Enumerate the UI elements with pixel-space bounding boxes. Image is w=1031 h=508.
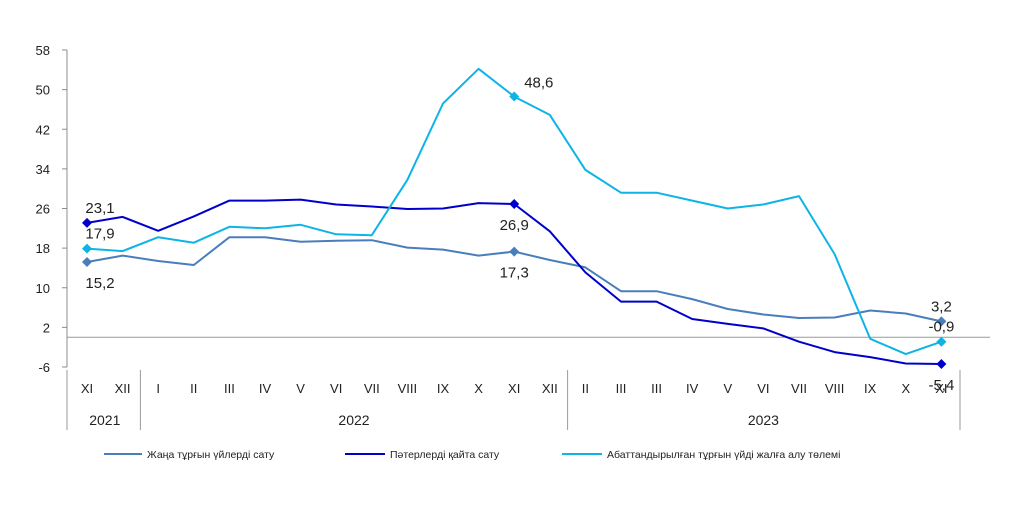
x-tick-label: II xyxy=(582,381,589,396)
x-tick-label: VII xyxy=(791,381,807,396)
y-tick-label: -6 xyxy=(38,360,50,375)
data-label: 15,2 xyxy=(85,275,114,292)
data-point-marker xyxy=(82,256,92,267)
x-tick-label: IX xyxy=(864,381,877,396)
legend-label-3: Абаттандырылған тұрғын үйді жалға алу тө… xyxy=(607,449,840,461)
y-tick-label: 26 xyxy=(36,202,50,217)
x-tick-label: V xyxy=(723,381,732,396)
y-tick-label: 42 xyxy=(36,122,50,137)
y-tick-label: 18 xyxy=(36,241,50,256)
data-label: -0,9 xyxy=(928,319,954,336)
y-tick-label: 10 xyxy=(36,281,50,296)
x-tick-label: VI xyxy=(757,381,769,396)
x-tick-label: II xyxy=(190,381,197,396)
x-tick-label: IX xyxy=(437,381,450,396)
x-tick-label: III xyxy=(616,381,627,396)
x-tick-label: VIII xyxy=(398,381,418,396)
y-tick-label: 58 xyxy=(36,43,50,58)
x-tick-label: III xyxy=(651,381,662,396)
legend-label-1: Жаңа тұрғын үйлерді сату xyxy=(147,449,275,461)
data-label: 17,3 xyxy=(500,265,529,282)
legend-label-2: Пәтерлерді қайта сату xyxy=(390,449,500,461)
data-point-marker xyxy=(509,91,520,102)
year-label: 2022 xyxy=(338,412,369,428)
y-tick-label: 50 xyxy=(36,83,50,98)
y-tick-label: 2 xyxy=(43,320,50,335)
year-label: 2021 xyxy=(89,412,120,428)
data-point-marker xyxy=(509,246,520,257)
data-label: 26,9 xyxy=(500,217,529,234)
x-tick-label: IV xyxy=(686,381,699,396)
x-tick-label: X xyxy=(901,381,910,396)
data-point-marker xyxy=(936,359,947,370)
data-label: 3,2 xyxy=(931,298,952,315)
x-tick-label: VIII xyxy=(825,381,845,396)
legend: Жаңа тұрғын үйлерді сату Пәтерлерді қайта… xyxy=(104,449,840,461)
series-line-3 xyxy=(86,67,942,356)
x-tick-label: XI xyxy=(935,381,947,396)
year-label: 2023 xyxy=(748,412,779,428)
x-tick-label: V xyxy=(296,381,305,396)
y-tick-label: 34 xyxy=(36,162,50,177)
data-label: 48,6 xyxy=(524,75,553,92)
data-point-marker xyxy=(82,243,92,254)
data-label: -5,4 xyxy=(928,377,954,394)
x-tick-label: XII xyxy=(115,381,131,396)
data-markers: 15,2 17,3 3,2 23,1 26,9 -5,4 17,9 48,6 -0,9 xyxy=(82,75,954,394)
data-label: 23,1 xyxy=(85,200,114,217)
x-tick-label: I xyxy=(156,381,160,396)
x-tick-label: XI xyxy=(508,381,520,396)
data-point-marker xyxy=(82,217,92,228)
x-tick-label: III xyxy=(224,381,235,396)
data-point-marker xyxy=(509,199,520,210)
x-tick-label: VII xyxy=(364,381,380,396)
x-tick-label: IV xyxy=(259,381,272,396)
x-tick-label: XII xyxy=(542,381,558,396)
x-tick-label: VI xyxy=(330,381,342,396)
data-point-marker xyxy=(936,316,947,327)
x-tick-label: X xyxy=(474,381,483,396)
data-label: 17,9 xyxy=(85,226,114,243)
data-point-marker xyxy=(936,336,947,347)
x-tick-label: XI xyxy=(81,381,93,396)
